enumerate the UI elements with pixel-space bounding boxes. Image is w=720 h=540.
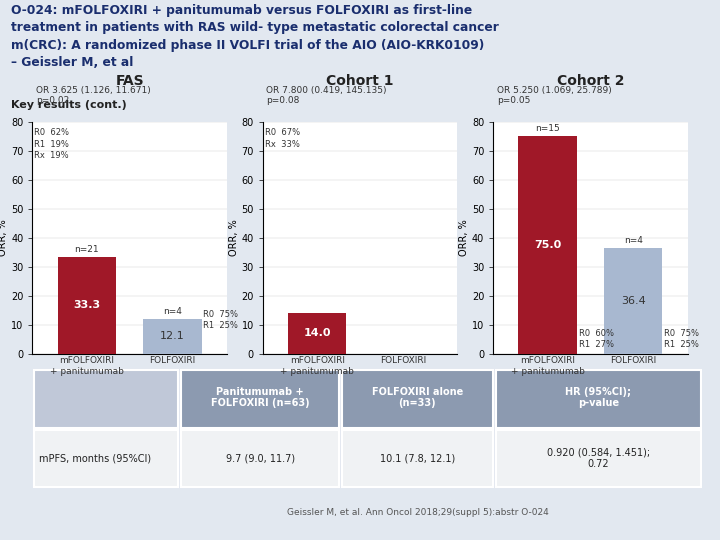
Text: FOLFOXIRI: FOLFOXIRI — [610, 356, 657, 366]
Y-axis label: ORR, %: ORR, % — [459, 219, 469, 256]
Text: O-024: mFOLFOXIRI + panitumumab versus FOLFOXIRI as first-line
treatment in pati: O-024: mFOLFOXIRI + panitumumab versus F… — [11, 4, 499, 69]
Bar — [143, 319, 202, 354]
FancyBboxPatch shape — [342, 369, 493, 428]
Text: 10.1 (7.8, 12.1): 10.1 (7.8, 12.1) — [379, 453, 455, 463]
Text: Cohort 1: Cohort 1 — [326, 74, 394, 88]
Text: mPFS, months (95%CI): mPFS, months (95%CI) — [39, 453, 151, 463]
Text: Key results (cont.): Key results (cont.) — [11, 100, 127, 110]
Text: R0  67%
Rx  33%: R0 67% Rx 33% — [265, 129, 300, 148]
FancyBboxPatch shape — [496, 430, 701, 488]
Text: n=21: n=21 — [74, 245, 99, 254]
Text: 12.1: 12.1 — [160, 331, 185, 341]
Text: Panitumumab +
FOLFOXIRI (n=63): Panitumumab + FOLFOXIRI (n=63) — [211, 387, 310, 408]
Text: FAS: FAS — [115, 74, 144, 88]
Text: OR 5.250 (1.069, 25.789)
p=0.05: OR 5.250 (1.069, 25.789) p=0.05 — [497, 86, 611, 105]
Text: OR 7.800 (0.419, 145.135)
p=0.08: OR 7.800 (0.419, 145.135) p=0.08 — [266, 86, 387, 105]
Text: 75.0: 75.0 — [534, 240, 562, 250]
Text: Geissler M, et al. Ann Oncol 2018;29(suppl 5):abstr O-024: Geissler M, et al. Ann Oncol 2018;29(sup… — [287, 508, 549, 517]
Text: FOLFOXIRI: FOLFOXIRI — [149, 356, 196, 366]
Text: 33.3: 33.3 — [73, 300, 100, 310]
Text: 9.7 (9.0, 11.7): 9.7 (9.0, 11.7) — [225, 453, 294, 463]
FancyBboxPatch shape — [342, 430, 493, 488]
FancyBboxPatch shape — [34, 369, 179, 428]
Y-axis label: ORR, %: ORR, % — [0, 219, 8, 256]
Text: 0.920 (0.584, 1.451);
0.72: 0.920 (0.584, 1.451); 0.72 — [546, 448, 649, 469]
Text: R0  60%
R1  27%: R0 60% R1 27% — [579, 329, 613, 349]
Text: FOLFOXIRI: FOLFOXIRI — [379, 356, 426, 366]
FancyBboxPatch shape — [181, 369, 339, 428]
Text: 36.4: 36.4 — [621, 296, 646, 306]
Text: n=15: n=15 — [535, 124, 560, 133]
Text: R0  75%
R1  25%: R0 75% R1 25% — [665, 329, 699, 349]
Text: 14.0: 14.0 — [304, 328, 331, 339]
FancyBboxPatch shape — [181, 430, 339, 488]
Bar — [518, 136, 577, 354]
FancyBboxPatch shape — [496, 369, 701, 428]
Text: R0  62%
R1  19%
Rx  19%: R0 62% R1 19% Rx 19% — [35, 129, 69, 160]
Y-axis label: ORR, %: ORR, % — [229, 219, 238, 256]
Text: R0  75%
R1  25%: R0 75% R1 25% — [204, 310, 238, 330]
Text: OR 3.625 (1.126, 11.671)
p=0.02: OR 3.625 (1.126, 11.671) p=0.02 — [36, 86, 150, 105]
Text: Cohort 2: Cohort 2 — [557, 74, 624, 88]
Text: FOLFOXIRI alone
(n=33): FOLFOXIRI alone (n=33) — [372, 387, 463, 408]
Text: HR (95%CI);
p-value: HR (95%CI); p-value — [565, 387, 631, 408]
Bar — [288, 313, 346, 354]
Text: mFOLFOXIRI
+ panitumumab: mFOLFOXIRI + panitumumab — [510, 356, 585, 376]
Text: mFOLFOXIRI
+ panitumumab: mFOLFOXIRI + panitumumab — [50, 356, 124, 376]
Text: n=4: n=4 — [624, 236, 643, 245]
Bar — [58, 257, 116, 354]
Text: mFOLFOXIRI
+ panitumumab: mFOLFOXIRI + panitumumab — [280, 356, 354, 376]
Text: n=4: n=4 — [163, 307, 182, 316]
FancyBboxPatch shape — [34, 430, 179, 488]
Bar — [604, 248, 662, 354]
